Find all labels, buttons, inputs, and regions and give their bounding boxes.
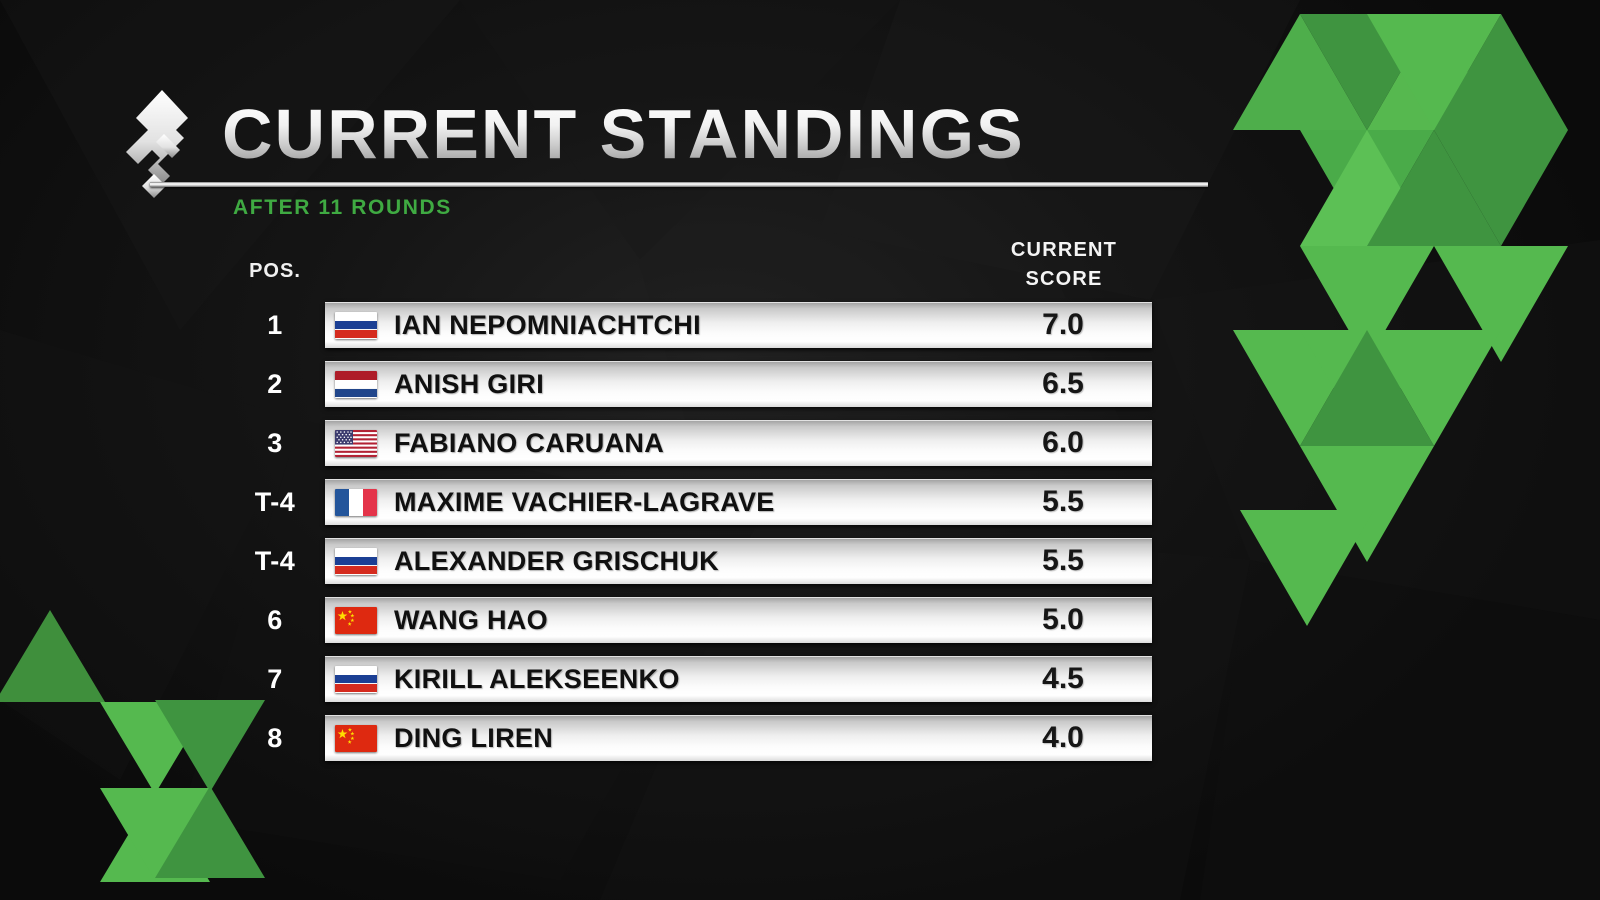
flag-icon-russia: [335, 311, 377, 339]
player-bar[interactable]: MAXIME VACHIER-LAGRAVE: [325, 479, 1152, 525]
player-name: ALEXANDER GRISCHUK: [394, 545, 719, 576]
flag-icon-china: [335, 606, 377, 634]
score-cell: 5.5: [1042, 485, 1084, 518]
score-cell: 4.5: [1042, 662, 1084, 695]
table-row[interactable]: T-4 MAXIME VACHIER-LAGRAVE 5.5: [0, 479, 1600, 525]
column-header-score: CURRENT SCORE: [978, 236, 1150, 294]
position-cell: 8: [267, 722, 283, 753]
player-name: KIRILL ALEKSEENKO: [394, 663, 680, 694]
score-header-line2: SCORE: [1025, 268, 1103, 290]
player-name: WANG HAO: [394, 604, 548, 635]
player-bar[interactable]: FABIANO CARUANA: [325, 420, 1152, 466]
player-bar[interactable]: DING LIREN: [325, 715, 1152, 761]
position-cell: 7: [267, 663, 283, 694]
player-bar[interactable]: ANISH GIRI: [325, 361, 1152, 407]
flag-icon-china: [335, 724, 377, 752]
player-bar[interactable]: WANG HAO: [325, 597, 1152, 643]
table-row[interactable]: 3 FABIANO CARUANA 6.0: [0, 420, 1600, 466]
player-name: FABIANO CARUANA: [394, 427, 664, 458]
player-name: IAN NEPOMNIACHTCHI: [394, 309, 701, 340]
flag-icon-russia: [335, 547, 377, 575]
score-cell: 6.5: [1042, 367, 1084, 400]
flag-icon-usa: [335, 429, 377, 457]
score-cell: 4.0: [1042, 721, 1084, 754]
position-cell: 6: [267, 604, 283, 635]
table-row[interactable]: 6 WANG HAO 5.0: [0, 597, 1600, 643]
score-cell: 6.0: [1042, 426, 1084, 459]
table-row[interactable]: 8 DING LIREN 4.0: [0, 715, 1600, 761]
position-cell: 1: [267, 309, 283, 340]
player-name: ANISH GIRI: [394, 368, 545, 399]
flag-icon-france: [335, 488, 377, 516]
flag-icon-russia: [335, 665, 377, 693]
page-title: CURRENT STANDINGS: [222, 95, 1025, 173]
player-name: DING LIREN: [394, 722, 554, 753]
player-bar[interactable]: IAN NEPOMNIACHTCHI: [325, 302, 1152, 348]
score-cell: 5.0: [1042, 603, 1084, 636]
flag-icon-netherlands: [335, 370, 377, 398]
player-bar[interactable]: KIRILL ALEKSEENKO: [325, 656, 1152, 702]
title-divider: [150, 182, 1208, 187]
position-cell: 3: [267, 427, 283, 458]
table-row[interactable]: 2 ANISH GIRI 6.5: [0, 361, 1600, 407]
score-cell: 5.5: [1042, 544, 1084, 577]
player-name: MAXIME VACHIER-LAGRAVE: [394, 486, 775, 517]
table-row[interactable]: 7 KIRILL ALEKSEENKO 4.5: [0, 656, 1600, 702]
table-row[interactable]: T-4 ALEXANDER GRISCHUK 5.5: [0, 538, 1600, 584]
subtitle: AFTER 11 ROUNDS: [233, 196, 452, 219]
column-header-position: POS.: [249, 260, 301, 282]
position-cell: 2: [267, 368, 283, 399]
position-cell: T-4: [254, 486, 296, 517]
position-cell: T-4: [254, 545, 296, 576]
score-cell: 7.0: [1042, 308, 1084, 341]
player-bar[interactable]: ALEXANDER GRISCHUK: [325, 538, 1152, 584]
table-row[interactable]: 1 IAN NEPOMNIACHTCHI 7.0: [0, 302, 1600, 348]
score-header-line1: CURRENT: [1010, 239, 1118, 261]
